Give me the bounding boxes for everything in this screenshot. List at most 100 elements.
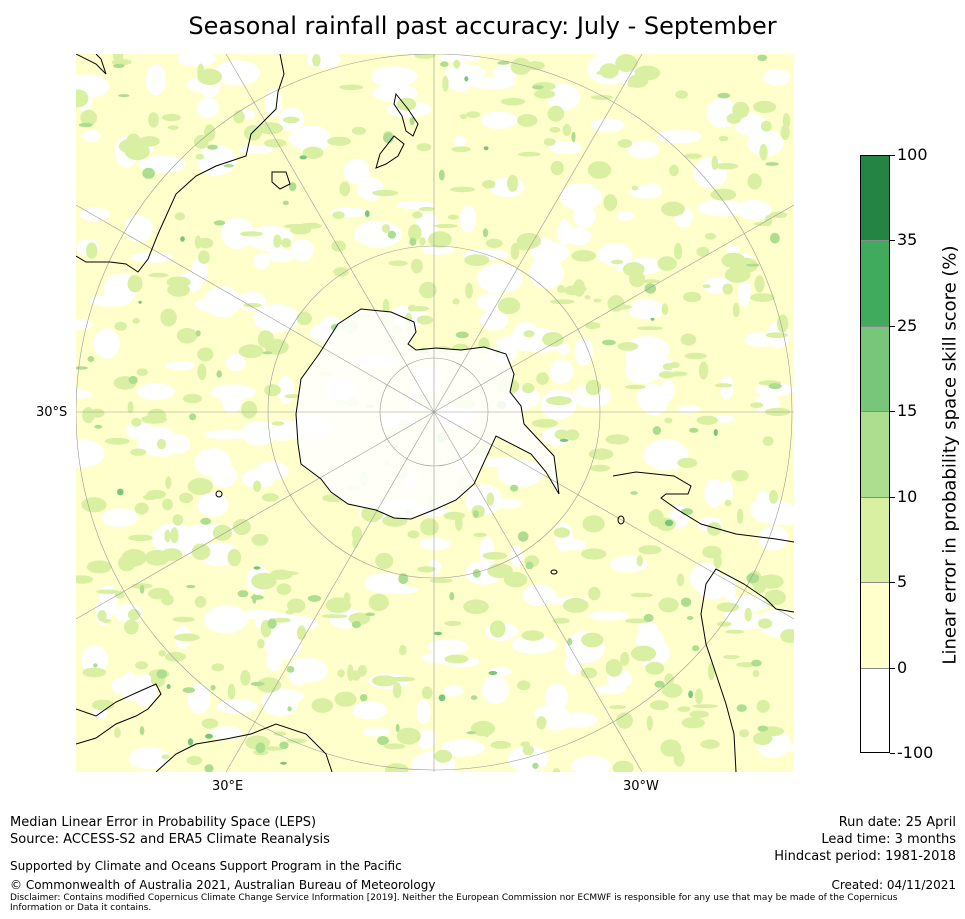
field-patch	[311, 698, 334, 713]
field-patch	[668, 371, 688, 377]
field-patch	[161, 754, 170, 760]
field-patch	[263, 746, 284, 751]
field-patch	[463, 599, 489, 614]
field-patch	[667, 740, 674, 746]
field-patch	[754, 275, 765, 293]
field-patch	[409, 237, 417, 246]
field-patch	[648, 509, 664, 527]
field-patch	[489, 177, 525, 197]
run-date: Run date: 25 April	[838, 815, 956, 830]
field-patch	[716, 602, 740, 612]
field-patch	[275, 690, 305, 703]
field-patch	[441, 739, 485, 757]
field-patch	[396, 727, 421, 745]
field-patch	[718, 135, 729, 142]
skill-score-field	[76, 54, 794, 772]
field-patch	[676, 573, 685, 587]
field-patch	[664, 519, 674, 527]
colorbar-tick	[890, 325, 895, 327]
field-patch	[525, 561, 534, 570]
field-patch	[164, 529, 171, 543]
field-patch	[607, 295, 625, 312]
field-patch	[723, 655, 740, 659]
field-patch	[383, 743, 406, 750]
field-patch	[197, 347, 214, 362]
field-patch	[296, 311, 312, 326]
field-patch	[564, 539, 586, 551]
field-patch	[763, 68, 791, 86]
field-patch	[466, 731, 476, 735]
coastline-new-zealand-south	[375, 135, 405, 169]
field-patch	[201, 718, 219, 729]
field-patch	[381, 224, 391, 233]
field-patch	[650, 317, 655, 321]
field-patch	[444, 654, 469, 664]
field-patch	[362, 727, 390, 737]
field-patch	[643, 614, 654, 622]
field-patch	[752, 669, 760, 678]
field-patch	[284, 223, 308, 229]
field-patch	[470, 695, 478, 700]
field-patch	[483, 724, 491, 738]
field-patch	[758, 618, 773, 629]
field-patch	[127, 609, 141, 621]
field-patch	[664, 417, 673, 424]
field-patch	[626, 140, 660, 159]
field-patch	[644, 283, 657, 294]
field-patch	[713, 429, 718, 436]
field-patch	[368, 593, 389, 612]
field-patch	[572, 383, 611, 408]
field-patch	[589, 611, 630, 621]
field-patch	[596, 70, 610, 76]
field-patch	[490, 740, 512, 749]
field-patch	[128, 747, 170, 770]
field-patch	[279, 741, 289, 750]
field-patch	[680, 597, 692, 607]
field-patch	[255, 742, 266, 754]
field-patch	[573, 204, 596, 228]
field-patch	[571, 250, 596, 262]
field-patch	[453, 59, 461, 69]
field-patch	[384, 763, 409, 772]
field-patch	[734, 112, 766, 136]
field-patch	[82, 407, 95, 424]
field-patch	[634, 65, 661, 81]
field-patch	[280, 761, 287, 765]
field-patch	[584, 295, 591, 300]
field-patch	[702, 284, 711, 289]
field-patch	[142, 167, 155, 179]
field-patch	[187, 478, 213, 495]
field-patch	[438, 169, 445, 181]
colorbar-bin	[860, 155, 890, 241]
field-patch	[585, 322, 601, 330]
field-patch	[433, 631, 443, 636]
field-patch	[473, 532, 487, 538]
field-patch	[268, 248, 295, 263]
field-patch	[196, 144, 237, 176]
field-patch	[136, 368, 148, 377]
field-patch	[452, 298, 460, 305]
field-patch	[503, 571, 528, 588]
field-patch	[273, 234, 282, 248]
field-patch	[86, 560, 112, 574]
field-patch	[174, 212, 186, 221]
field-patch	[595, 685, 626, 694]
field-patch	[550, 299, 575, 305]
field-patch	[264, 88, 283, 117]
field-patch	[256, 677, 282, 693]
field-patch	[552, 617, 570, 624]
field-patch	[416, 699, 431, 725]
field-patch	[191, 543, 211, 561]
field-patch	[196, 97, 219, 118]
field-patch	[756, 699, 770, 713]
field-patch	[312, 54, 321, 67]
field-patch	[419, 538, 452, 551]
field-patch	[660, 739, 682, 757]
field-patch	[139, 584, 145, 594]
field-patch	[704, 232, 717, 240]
field-patch	[81, 645, 108, 674]
field-patch	[589, 464, 611, 472]
field-patch	[549, 359, 574, 384]
field-patch	[593, 298, 602, 303]
field-patch	[757, 725, 769, 732]
